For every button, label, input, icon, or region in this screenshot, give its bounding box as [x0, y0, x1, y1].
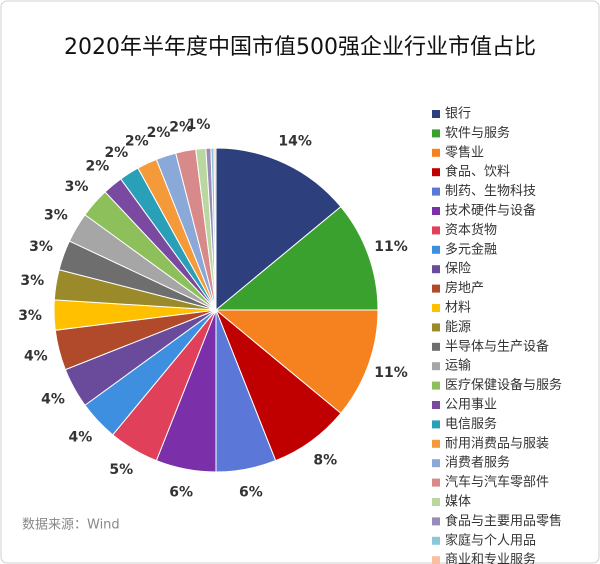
legend-swatch [432, 478, 440, 487]
legend-label: 保险 [445, 262, 471, 277]
data-label: 2% [86, 159, 110, 175]
legend-swatch [432, 168, 440, 177]
data-label: 1% [187, 117, 211, 133]
legend-swatch [432, 342, 440, 351]
legend-label: 半导体与生产设备 [445, 338, 549, 354]
legend-swatch [432, 401, 440, 409]
data-label: 11% [374, 239, 408, 255]
data-label: 3% [65, 179, 89, 195]
data-label: 6% [239, 485, 263, 501]
pie-slice [213, 147, 217, 311]
legend-label: 食品、饮料 [445, 164, 510, 180]
legend-label: 汽车与汽车零部件 [445, 474, 549, 490]
legend-swatch [432, 226, 440, 235]
legend-swatch [432, 556, 440, 564]
legend-label: 技术硬件与设备 [445, 203, 536, 219]
source-note: 数据来源：Wind [22, 518, 120, 533]
data-label: 4% [69, 429, 93, 445]
legend-label: 公用事业 [445, 398, 497, 413]
legend-swatch [432, 207, 440, 215]
data-label: 2% [125, 134, 149, 150]
legend-label: 运输 [445, 358, 471, 374]
legend-swatch [432, 245, 440, 254]
data-label: 3% [20, 273, 44, 289]
legend-swatch [432, 110, 440, 118]
legend-label: 能源 [445, 320, 471, 335]
chart-title: 2020年半年度中国市值500强企业行业市值占比 [64, 35, 536, 60]
legend-swatch [432, 439, 440, 448]
data-label: 2% [169, 119, 193, 135]
data-label: 8% [313, 452, 337, 468]
legend-label: 材料 [445, 301, 471, 316]
data-label: 3% [18, 308, 42, 324]
data-label: 2% [104, 145, 128, 161]
data-label: 6% [169, 485, 193, 501]
legend-label: 耐用消费品与服装 [445, 436, 549, 451]
data-label: 3% [29, 239, 53, 255]
legend-swatch [432, 536, 440, 545]
data-label: 2% [147, 125, 171, 141]
legend-label: 消费者服务 [445, 455, 510, 471]
legend-swatch [432, 265, 440, 274]
legend-swatch [432, 517, 440, 526]
legend-label: 银行 [445, 107, 471, 122]
legend-label: 资本货物 [445, 222, 497, 238]
data-label: 11% [374, 365, 408, 381]
legend-label: 软件与服务 [445, 125, 510, 141]
legend-label: 制药、生物科技 [445, 184, 536, 199]
legend-swatch [432, 323, 440, 332]
data-label: 3% [44, 207, 68, 223]
legend-swatch [432, 498, 440, 506]
legend-swatch [432, 459, 440, 468]
legend-label: 家庭与个人用品 [445, 532, 536, 548]
legend-swatch [432, 381, 440, 390]
legend-label: 零售业 [445, 144, 484, 160]
pie-slice [215, 147, 342, 312]
legend-swatch [432, 284, 440, 293]
legend-swatch [432, 362, 440, 371]
data-label: 4% [41, 392, 65, 408]
legend-label: 多元金融 [445, 241, 497, 257]
legend-swatch [432, 129, 440, 138]
legend-swatch [432, 420, 440, 429]
data-label: 5% [109, 462, 133, 478]
legend-swatch [432, 187, 440, 196]
legend-label: 电信服务 [445, 416, 497, 432]
legend-swatch [432, 304, 440, 312]
pie-slice [214, 309, 379, 414]
pie-slice [214, 206, 379, 311]
data-label: 4% [24, 348, 48, 364]
legend-label: 食品与主要用品零售 [445, 513, 562, 529]
legend-label: 医疗保健设备与服务 [445, 377, 562, 393]
legend-label: 商业和专业服务 [445, 552, 536, 564]
data-label: 14% [278, 134, 312, 150]
legend-swatch [432, 148, 440, 157]
legend-label: 房地产 [445, 280, 484, 296]
legend-label: 媒体 [445, 495, 471, 510]
